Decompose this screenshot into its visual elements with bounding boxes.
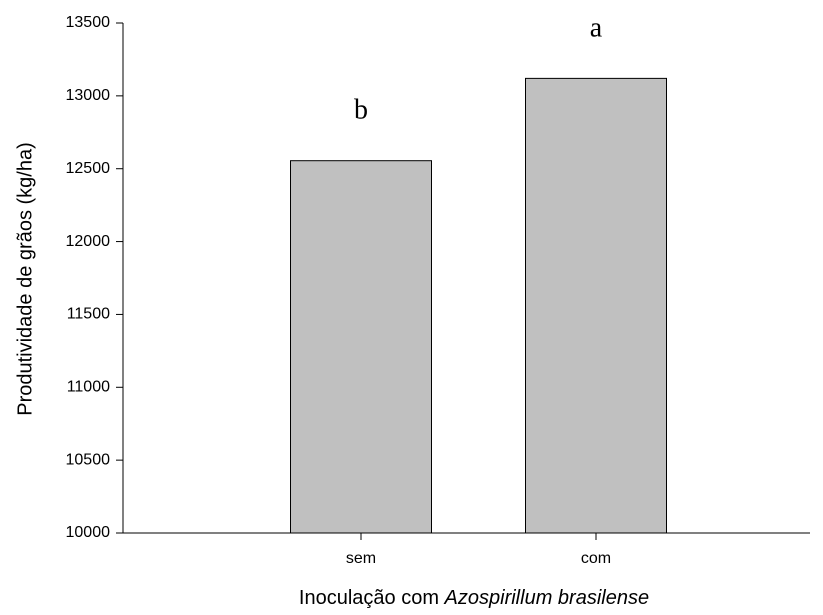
bars <box>290 77 667 534</box>
x-axis-title-italic: Azospirillum brasilense <box>444 587 650 609</box>
bar-com <box>525 77 667 534</box>
y-tick-label: 12000 <box>66 233 111 250</box>
significance-letters: ba <box>354 12 603 125</box>
bar-sem <box>290 160 432 534</box>
x-tick-label-sem: sem <box>346 550 376 567</box>
significance-letter-sem: b <box>354 95 368 126</box>
x-tick-label-com: com <box>581 550 611 567</box>
x-axis: sem com <box>123 532 810 567</box>
y-tick-label: 10000 <box>66 524 111 541</box>
y-tick-label: 11000 <box>67 379 110 396</box>
y-tick-label: 13000 <box>66 87 111 104</box>
y-tick-label: 11500 <box>67 306 110 323</box>
y-axis-title: Produtividade de grãos (kg/ha) <box>14 142 36 416</box>
x-axis-title-prefix: Inoculação com <box>299 587 445 609</box>
y-tick-label: 10500 <box>66 451 111 468</box>
y-tick-label: 13500 <box>66 14 111 31</box>
x-axis-title: Inoculação com Azospirillum brasilense <box>299 587 649 609</box>
significance-letter-com: a <box>590 12 603 43</box>
y-axis: 10000 10500 11000 11500 12000 12500 13000 13500 <box>66 14 124 541</box>
y-tick-label: 12500 <box>66 160 111 177</box>
